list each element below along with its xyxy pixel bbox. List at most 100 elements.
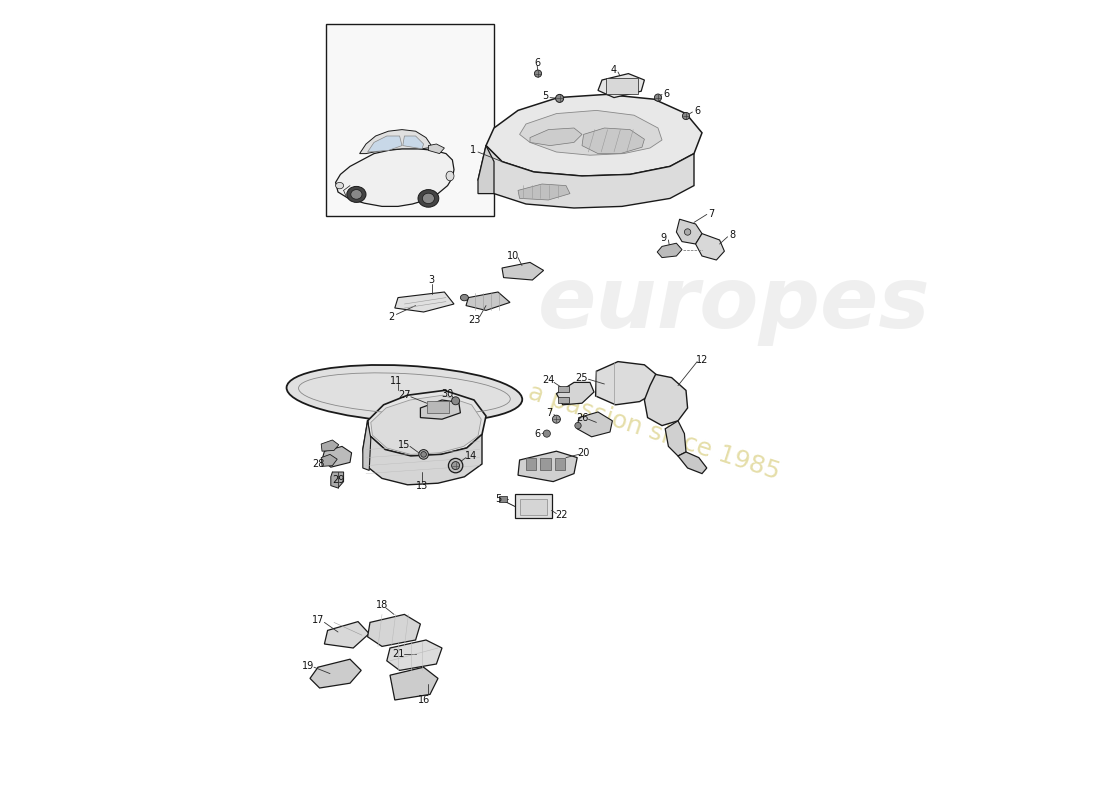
Polygon shape	[519, 110, 662, 155]
Polygon shape	[395, 292, 454, 312]
Polygon shape	[367, 136, 402, 152]
Polygon shape	[336, 149, 454, 206]
Text: 26: 26	[575, 413, 589, 422]
Polygon shape	[557, 382, 594, 405]
Text: 6: 6	[663, 89, 670, 98]
Ellipse shape	[654, 94, 661, 102]
Ellipse shape	[575, 422, 581, 429]
Ellipse shape	[346, 186, 366, 202]
Polygon shape	[678, 452, 707, 474]
Bar	[519, 499, 547, 515]
Ellipse shape	[684, 229, 691, 235]
Text: 19: 19	[302, 661, 315, 670]
Polygon shape	[390, 667, 438, 700]
Polygon shape	[478, 146, 494, 194]
Polygon shape	[324, 622, 370, 648]
Text: 5: 5	[542, 91, 548, 101]
Polygon shape	[518, 451, 578, 482]
Ellipse shape	[452, 462, 460, 470]
Text: 18: 18	[376, 600, 388, 610]
Polygon shape	[310, 659, 361, 688]
Polygon shape	[478, 146, 694, 208]
Polygon shape	[645, 374, 688, 426]
Polygon shape	[321, 454, 338, 466]
Text: 13: 13	[416, 481, 428, 490]
Ellipse shape	[556, 94, 563, 102]
Polygon shape	[403, 136, 424, 149]
Ellipse shape	[461, 294, 469, 301]
Text: 16: 16	[418, 695, 430, 705]
Polygon shape	[595, 362, 658, 405]
Polygon shape	[363, 421, 371, 470]
Text: 25: 25	[575, 373, 589, 382]
Polygon shape	[466, 292, 510, 310]
Ellipse shape	[418, 190, 439, 207]
Polygon shape	[676, 219, 702, 244]
Polygon shape	[367, 390, 486, 456]
Ellipse shape	[452, 397, 460, 405]
Ellipse shape	[543, 430, 550, 437]
Bar	[554, 458, 565, 470]
Text: 24: 24	[542, 375, 554, 385]
Ellipse shape	[422, 193, 435, 204]
Bar	[526, 458, 537, 470]
Polygon shape	[578, 412, 613, 437]
Text: 23: 23	[469, 315, 481, 325]
Bar	[498, 496, 507, 502]
Polygon shape	[360, 130, 432, 154]
Text: 15: 15	[398, 440, 410, 450]
Text: 1: 1	[470, 146, 476, 155]
Text: 11: 11	[390, 376, 403, 386]
Ellipse shape	[421, 451, 427, 457]
Polygon shape	[666, 421, 686, 456]
Text: 30: 30	[441, 389, 453, 398]
Text: 20: 20	[578, 448, 590, 458]
Bar	[540, 458, 551, 470]
Polygon shape	[518, 184, 570, 200]
Bar	[558, 397, 569, 403]
Polygon shape	[582, 128, 645, 154]
Text: 5: 5	[496, 494, 502, 504]
Text: 27: 27	[398, 390, 410, 400]
Polygon shape	[363, 421, 482, 485]
Text: europes: europes	[538, 262, 931, 346]
Ellipse shape	[535, 70, 541, 78]
Polygon shape	[502, 262, 543, 280]
Text: 3: 3	[429, 275, 434, 285]
Polygon shape	[321, 440, 339, 451]
Ellipse shape	[446, 171, 454, 181]
Polygon shape	[695, 234, 725, 260]
Text: 22: 22	[556, 510, 568, 520]
Text: 10: 10	[507, 251, 519, 261]
Ellipse shape	[552, 415, 560, 423]
Ellipse shape	[419, 450, 428, 459]
Text: 7: 7	[546, 408, 552, 418]
Ellipse shape	[336, 182, 343, 189]
Polygon shape	[657, 243, 682, 258]
Ellipse shape	[351, 190, 362, 199]
Ellipse shape	[449, 458, 463, 473]
Ellipse shape	[682, 112, 690, 119]
Polygon shape	[387, 640, 442, 670]
Text: 7: 7	[708, 209, 715, 218]
Text: 9: 9	[660, 234, 667, 243]
Text: 6: 6	[694, 106, 701, 116]
Polygon shape	[428, 144, 444, 154]
Text: 28: 28	[311, 459, 324, 469]
Polygon shape	[598, 74, 645, 98]
Polygon shape	[420, 400, 461, 419]
Polygon shape	[371, 395, 481, 454]
Text: 21: 21	[392, 649, 404, 658]
Polygon shape	[486, 94, 702, 176]
Polygon shape	[530, 128, 582, 146]
Text: 2: 2	[388, 312, 395, 322]
Bar	[558, 386, 569, 392]
Polygon shape	[322, 446, 352, 467]
Polygon shape	[331, 472, 343, 488]
Bar	[427, 401, 449, 413]
Text: 14: 14	[464, 451, 477, 461]
Text: 4: 4	[610, 65, 617, 74]
Text: 29: 29	[332, 475, 345, 485]
Text: 12: 12	[696, 355, 708, 365]
Polygon shape	[367, 614, 420, 646]
